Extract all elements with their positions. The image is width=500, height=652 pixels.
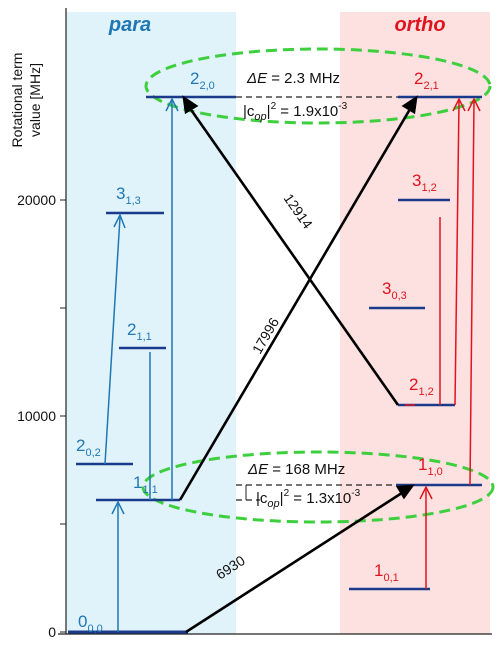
energy-levels bbox=[68, 95, 482, 634]
label-3-13: 31,3 bbox=[116, 184, 141, 207]
lower-cop-sub: op bbox=[267, 498, 279, 510]
y-axis-label-line1: Rotational term bbox=[9, 53, 25, 148]
ortho-arrowhead-212-221 bbox=[452, 97, 466, 112]
para-level-labels: 00,0 11,1 20,2 21,1 31,3 22,0 bbox=[76, 69, 215, 635]
label-3-13-sub: 1,3 bbox=[125, 195, 140, 207]
label-3-03-main: 3 bbox=[382, 279, 391, 298]
upper-ellipse bbox=[144, 47, 492, 125]
ortho-arrowhead-101-110 bbox=[419, 485, 433, 500]
cross-transitions bbox=[178, 95, 418, 634]
label-1-01-main: 1 bbox=[374, 561, 383, 580]
label-2-12-sub: 1,2 bbox=[418, 386, 433, 398]
ortho-title: ortho bbox=[394, 14, 445, 36]
label-2-20-main: 2 bbox=[190, 69, 199, 88]
label-2-02-main: 2 bbox=[76, 436, 85, 455]
lower-delta-symbol: ΔE bbox=[247, 461, 269, 478]
arrow-17996 bbox=[178, 103, 415, 501]
label-2-02-sub: 0,2 bbox=[85, 447, 100, 459]
label-2-21-sub: 2,1 bbox=[423, 80, 438, 92]
label-1-10-sub: 1,0 bbox=[427, 466, 442, 478]
label-1-10: 11,0 bbox=[418, 455, 443, 478]
ortho-arrow-212-221 bbox=[454, 100, 460, 406]
lower-cop-mid: | bbox=[280, 490, 284, 507]
label-2-12: 21,2 bbox=[409, 375, 434, 398]
label-1-01: 10,1 bbox=[374, 561, 399, 584]
label-2-20: 22,0 bbox=[190, 69, 215, 92]
upper-cop-exp: -3 bbox=[338, 101, 347, 112]
para-panel-background bbox=[66, 12, 236, 634]
para-title: para bbox=[108, 14, 151, 36]
para-arrowhead-000-111 bbox=[111, 500, 125, 515]
label-1-11-sub: 1,1 bbox=[142, 484, 157, 496]
label-2-11: 21,1 bbox=[127, 320, 152, 343]
upper-delta-value: = 2.3 MHz bbox=[267, 70, 340, 87]
label-1-11-main: 1 bbox=[133, 473, 142, 492]
upper-cop: |cop|2 = 1.9x10-3 bbox=[243, 101, 348, 123]
upper-delta-e: ΔE = 2.3 MHz bbox=[246, 70, 340, 87]
upper-cop-post: = 1.9x10 bbox=[276, 103, 338, 120]
upper-cop-mid: | bbox=[267, 103, 271, 120]
lower-cop-sup: 2 bbox=[284, 488, 290, 499]
para-arrowhead-202-313 bbox=[113, 213, 126, 229]
label-3-12: 31,2 bbox=[412, 171, 437, 194]
label-1-01-sub: 0,1 bbox=[383, 572, 398, 584]
y-tick-label-0: 0 bbox=[48, 624, 56, 640]
ortho-level-labels: 10,1 11,0 21,2 30,3 31,2 22,1 bbox=[374, 69, 443, 584]
label-3-03-sub: 0,3 bbox=[391, 290, 406, 302]
label-3-12-sub: 1,2 bbox=[421, 182, 436, 194]
label-3-13-main: 3 bbox=[116, 184, 125, 203]
label-2-21-main: 2 bbox=[414, 69, 423, 88]
arrowhead-12914 bbox=[182, 95, 199, 115]
label-2-20-sub: 2,0 bbox=[199, 80, 214, 92]
arrowhead-17996 bbox=[401, 95, 418, 115]
para-arrow-202-313 bbox=[104, 216, 121, 465]
label-0-00-main: 0 bbox=[78, 612, 87, 631]
lower-cop: |cop|2 = 1.3x10-3 bbox=[256, 488, 361, 510]
label-0-00: 00,0 bbox=[78, 612, 103, 635]
label-3-12-main: 3 bbox=[412, 171, 421, 190]
lower-cop-exp: -3 bbox=[351, 488, 360, 499]
arrow-6930 bbox=[185, 487, 409, 634]
label-3-03: 30,3 bbox=[382, 279, 407, 302]
ortho-arrows bbox=[405, 97, 481, 589]
lower-cop-post: = 1.3x10 bbox=[289, 490, 351, 507]
y-tick-label-10000: 10000 bbox=[17, 408, 56, 424]
upper-cop-sub: op bbox=[254, 111, 266, 123]
y-axis-label-line2: value [MHz] bbox=[27, 63, 43, 137]
label-2-21: 22,1 bbox=[414, 69, 439, 92]
lower-delta-value: = 168 MHz bbox=[268, 461, 345, 478]
label-2-12-main: 2 bbox=[409, 375, 418, 394]
upper-cop-pre: |c bbox=[243, 103, 255, 120]
para-arrows bbox=[104, 97, 179, 632]
label-0-00-sub: 0,0 bbox=[87, 623, 102, 635]
upper-cop-sup: 2 bbox=[271, 101, 277, 112]
para-arrowhead-111-220 bbox=[165, 97, 179, 112]
ortho-arrowhead-110-221 bbox=[467, 97, 481, 112]
freq-label-12914: 12914 bbox=[281, 191, 317, 232]
label-2-11-main: 2 bbox=[127, 320, 136, 339]
label-2-11-sub: 1,1 bbox=[136, 331, 151, 343]
ortho-arrow-110-221 bbox=[469, 100, 475, 486]
upper-delta-symbol: ΔE bbox=[246, 70, 268, 87]
arrow-12914 bbox=[185, 103, 400, 406]
label-1-10-main: 1 bbox=[418, 455, 427, 474]
lower-cop-pre: |c bbox=[256, 490, 268, 507]
lower-delta-e: ΔE = 168 MHz bbox=[247, 461, 345, 478]
y-tick-label-20000: 20000 bbox=[17, 192, 56, 208]
label-2-02: 20,2 bbox=[76, 436, 101, 459]
label-1-11: 11,1 bbox=[133, 473, 158, 496]
ortho-panel-background bbox=[340, 12, 490, 634]
lower-ellipse bbox=[141, 450, 495, 524]
arrowhead-6930 bbox=[395, 484, 415, 500]
